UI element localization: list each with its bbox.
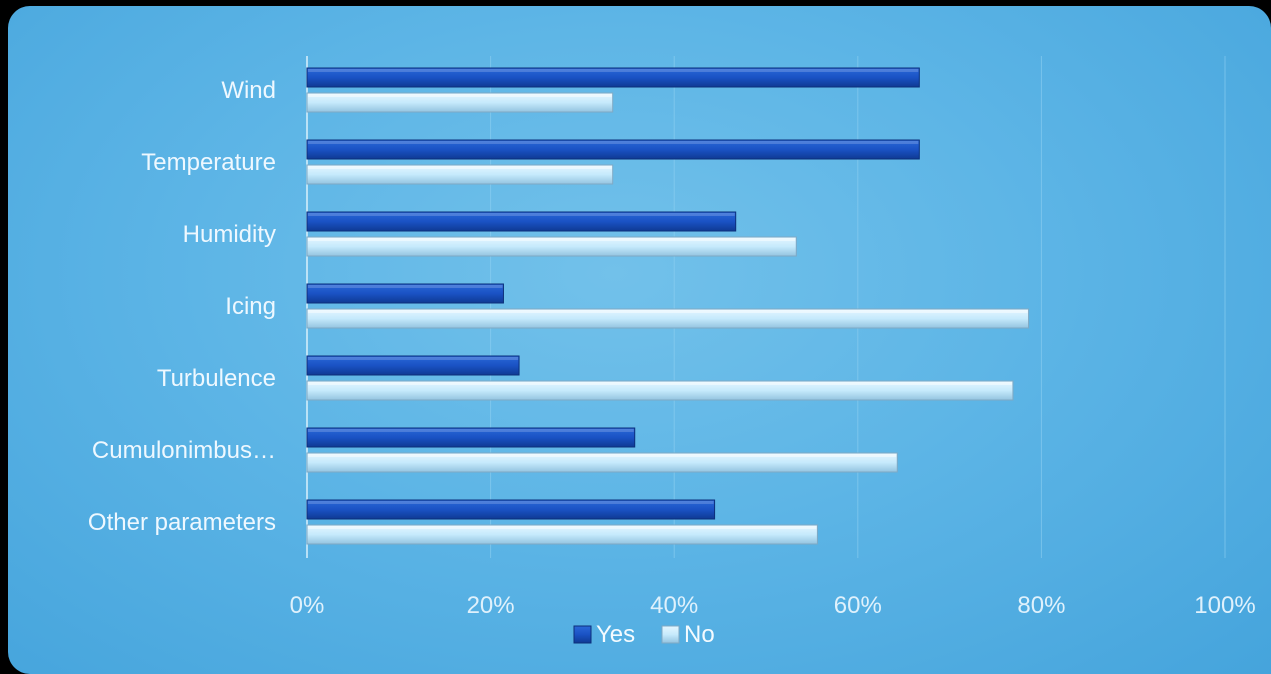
bar-no-6[interactable] — [306, 524, 818, 545]
bar-yes-0[interactable] — [306, 67, 920, 88]
bar-highlight — [308, 310, 1028, 313]
bar-no-3[interactable] — [306, 308, 1030, 329]
category-label: Humidity — [183, 221, 276, 248]
bar-no-1[interactable] — [306, 164, 614, 185]
bar-highlight — [308, 429, 634, 432]
bar-yes-5[interactable] — [306, 427, 636, 448]
category-label: Cumulonimbus… — [92, 437, 276, 464]
legend-swatch-yes — [573, 625, 592, 644]
bar-highlight — [308, 382, 1012, 385]
bar-highlight — [308, 357, 519, 360]
x-tick-label: 60% — [834, 592, 882, 619]
legend-label-yes: Yes — [596, 621, 635, 648]
bar-yes-6[interactable] — [306, 499, 716, 520]
bar-yes-3[interactable] — [306, 283, 504, 304]
bar-highlight — [308, 94, 612, 97]
bar-yes-4[interactable] — [306, 355, 520, 376]
bar-highlight — [308, 285, 503, 288]
bar-highlight — [308, 213, 735, 216]
category-label: Temperature — [141, 149, 276, 176]
bar-highlight — [308, 501, 714, 504]
x-tick-label: 80% — [1017, 592, 1065, 619]
bar-yes-1[interactable] — [306, 139, 920, 160]
x-tick-label: 40% — [650, 592, 698, 619]
bar-yes-2[interactable] — [306, 211, 737, 232]
x-tick-label: 100% — [1194, 592, 1255, 619]
bar-highlight — [308, 166, 612, 169]
category-label: Other parameters — [88, 509, 276, 536]
bar-highlight — [308, 141, 919, 144]
bar-no-5[interactable] — [306, 452, 898, 473]
bar-no-0[interactable] — [306, 92, 614, 113]
category-label: Wind — [221, 77, 276, 104]
bar-highlight — [308, 526, 817, 529]
bar-chart: Wind Temperature Humidity Icing Turbulence Cu… — [88, 56, 1256, 648]
bar-no-4[interactable] — [306, 380, 1014, 401]
chart-card: Wind Temperature Humidity Icing Turbulence Cu… — [8, 6, 1271, 674]
x-tick-label: 0% — [290, 592, 325, 619]
legend-label-no: No — [684, 621, 715, 648]
category-label: Turbulence — [157, 365, 276, 392]
x-tick-label: 20% — [467, 592, 515, 619]
bar-highlight — [308, 454, 897, 457]
bar-no-2[interactable] — [306, 236, 797, 257]
category-label: Icing — [225, 293, 276, 320]
legend-swatch-no — [661, 625, 680, 644]
bar-highlight — [308, 69, 919, 72]
bar-highlight — [308, 238, 796, 241]
